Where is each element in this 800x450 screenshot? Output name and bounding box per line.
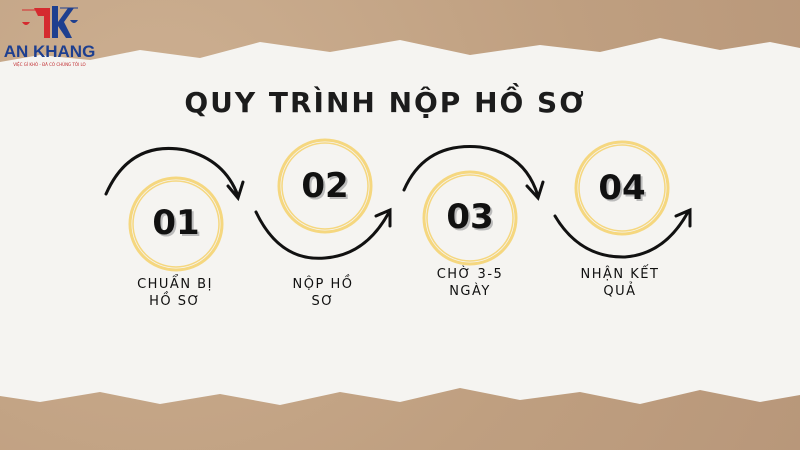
step-2-circle [277,138,373,234]
step-3-number: 03 [446,197,494,237]
step-4-circle [574,140,670,236]
step-1-label: CHUẨN BỊ HỒ SƠ [110,276,240,310]
step-2-number: 02 [301,166,349,206]
step-1-label-line2: HỒ SƠ [149,294,201,309]
step-4-number: 04 [598,168,646,208]
step-2-label-line1: NỘP HỒ [292,277,354,292]
step-4-label-line2: QUẢ [603,284,637,299]
step-3-label-line2: NGÀY [449,284,491,299]
step-2-label-line2: SƠ [311,294,335,309]
arrow-3-icon [402,145,545,201]
logo-brand: AN KHANG [3,42,96,61]
step-3-circle [422,170,518,266]
step-4-label-line1: NHẬN KẾT [580,267,660,282]
arrow-1-icon [104,146,245,202]
arrow-2-icon [254,207,392,260]
logo: AN KHANG VIỆC GÌ KHÓ - ĐÃ CÓ CHÚNG TÔI L… [2,2,97,67]
logo-tagline: VIỆC GÌ KHÓ - ĐÃ CÓ CHÚNG TÔI LO [13,62,86,67]
arrow-4-icon [553,207,692,259]
step-1-circle [128,176,224,272]
scales-logo-icon [21,6,78,38]
step-2-label: NỘP HỒ SƠ [258,276,388,310]
page-title: QUY TRÌNH NỘP HỒ SƠ [184,86,586,119]
step-4-label: NHẬN KẾT QUẢ [555,266,685,300]
step-1-label-line1: CHUẨN BỊ [137,277,213,292]
step-1-number: 01 [152,203,200,243]
step-3-label: CHỜ 3-5 NGÀY [405,266,535,300]
step-3-label-line1: CHỜ 3-5 [436,267,504,282]
